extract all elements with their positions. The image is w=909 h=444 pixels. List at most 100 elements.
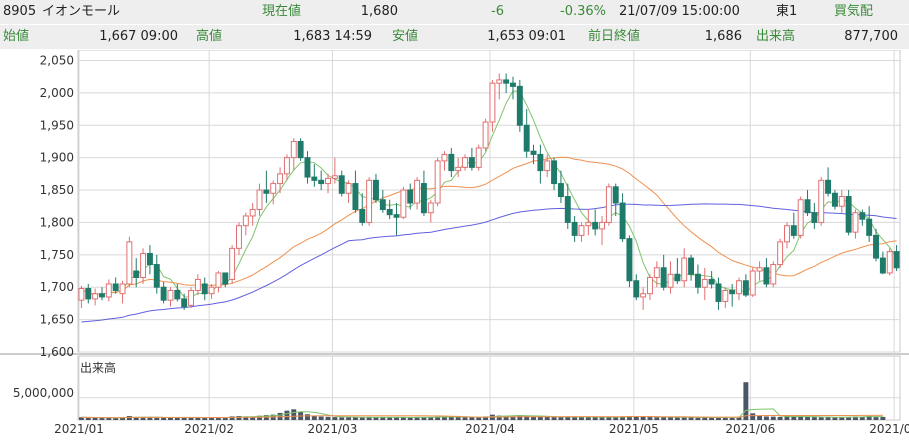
candle-body [790,225,797,236]
candle [352,170,359,213]
volume-bar [113,417,119,420]
candle-body [886,251,893,274]
candle [886,248,893,276]
volume-bar [743,382,749,420]
volume-bar [832,417,838,420]
candle-body [338,175,345,194]
candle-body [373,179,379,201]
candle [708,271,715,289]
candle-body [201,283,208,295]
candle-body [557,183,564,198]
volume-bar [346,417,352,420]
volume-bar [722,417,728,420]
candle [160,282,167,304]
price-axis-labels: 1,600 1,650 1,700 1,750 1,800 1,850 1,900 1,950… [40,53,74,359]
low-value: 1,653 09:01 [487,29,566,44]
candle [612,183,619,216]
volume-bar [291,409,297,420]
candle-body [462,157,468,168]
candle-body [236,225,242,249]
volume-bar [133,417,139,420]
volume-bar [147,417,153,420]
candle [660,254,667,291]
candle [667,261,674,294]
volume-bar [414,417,420,420]
candle [153,254,160,294]
volume-bar [92,417,98,420]
volume-bar [791,416,797,420]
volume-bar [483,416,489,420]
volume-bar [78,417,84,420]
candle-body [256,189,263,210]
candle [489,79,496,132]
volume-bar [688,417,694,420]
candle [722,287,729,308]
candle [503,73,510,93]
candle [256,183,263,216]
volume-bar [373,417,379,420]
volume-bar [455,417,461,420]
price-tick-label: 1,950 [40,118,74,132]
candle [208,283,215,299]
candle [873,228,879,262]
volume-bar [476,417,482,420]
candle-body [146,253,153,266]
volume-bar [284,410,290,420]
volume-bar [640,416,646,420]
candle [92,288,99,306]
volume-bar [359,417,365,420]
candle-body [722,289,729,302]
candle-body [366,179,373,223]
candle [359,193,366,226]
candle [571,215,578,242]
chart-grid [0,50,909,421]
volume-bar [633,416,639,420]
volume-bar [250,416,256,420]
volume-bar [352,417,358,420]
price-tick-label: 1,850 [40,183,74,197]
candle-body [194,278,201,291]
price-tick-label: 2,000 [40,86,74,100]
volume-bar [181,417,187,420]
candle [222,272,229,288]
candle [736,277,742,301]
candle-body [112,283,119,291]
volume-bar [585,417,591,420]
candle-body [619,202,626,240]
candle [112,277,119,294]
candle [879,251,886,275]
candle-body [681,257,688,282]
candle-body [78,288,85,301]
candle [194,274,201,295]
volume-bar [805,416,810,420]
candle [831,190,838,210]
candle [427,199,434,223]
candle-body [640,293,647,298]
candle [605,183,612,226]
candle [318,170,325,191]
volume-bar [332,417,338,420]
candle-body [742,280,749,296]
candle-body [605,186,612,223]
high-label: 高値 [196,29,223,44]
candle [633,274,640,301]
candle [283,154,290,181]
volume-bar [209,417,215,420]
volume-bar [750,413,756,420]
candle [468,147,475,171]
candle [756,261,763,281]
price-tick-label: 1,900 [40,151,74,165]
candle-body [578,225,585,236]
volume-bar [695,417,701,420]
candle [482,118,489,152]
candle-body [660,267,667,288]
volume-bars [78,382,886,420]
candle [818,177,825,226]
candle [366,177,373,226]
candle-body [277,173,284,185]
candle [263,170,270,203]
candle [277,167,284,194]
volume-bar [524,415,530,420]
candle [804,190,811,216]
candle-body [242,215,249,227]
